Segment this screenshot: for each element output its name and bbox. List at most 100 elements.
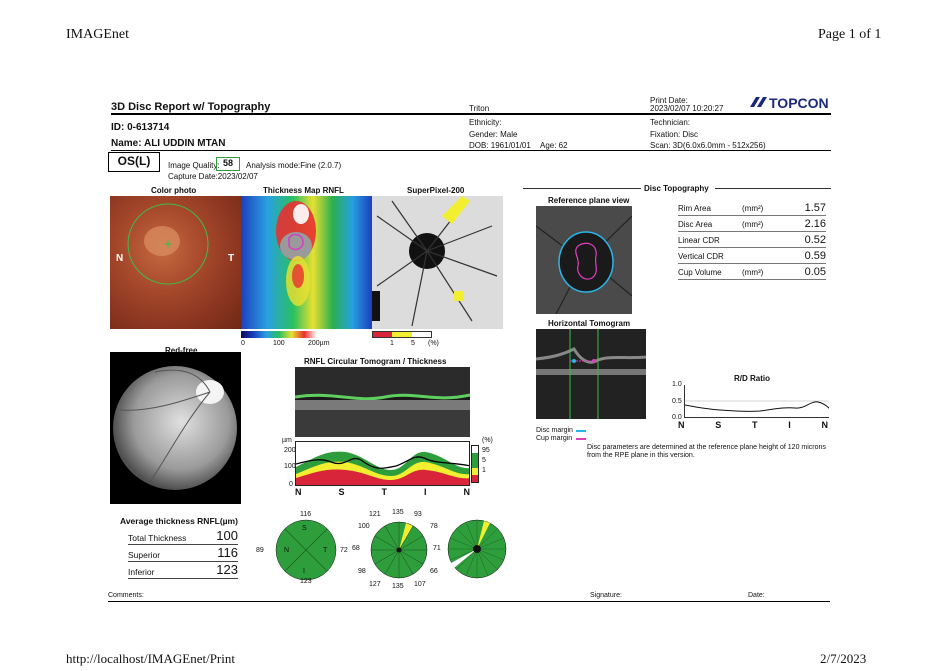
circ-unit: µm xyxy=(282,437,292,444)
thickness-scale-bar xyxy=(241,331,317,338)
clock-chart: 121 135 93 100 78 68 71 98 66 127 135 10… xyxy=(352,508,447,593)
param-unit: (mm³) xyxy=(742,268,764,277)
disc-margin-swatch xyxy=(576,430,586,432)
avg-row-total: Total Thickness 100 xyxy=(128,528,238,545)
circ-p5: 5 xyxy=(482,457,486,464)
disc-margin-label: Disc margin xyxy=(536,427,573,434)
thickness-map xyxy=(241,196,372,329)
capture-date: Capture Date:2023/02/07 xyxy=(168,172,258,181)
disc-params-table: Rim Area (mm²) 1.57 Disc Area (mm²) 2.16… xyxy=(678,202,826,282)
reference-plane-overlay xyxy=(536,206,632,314)
param-label: Linear CDR xyxy=(678,236,720,245)
clock-127: 127 xyxy=(369,581,381,588)
param-value: 2.16 xyxy=(804,218,826,230)
circ-x-3: I xyxy=(423,487,427,497)
clock-107: 107 xyxy=(414,581,426,588)
superpixel-scale-bar xyxy=(372,331,432,338)
image-quality-value: 58 xyxy=(216,157,240,171)
fixation: Fixation: Disc xyxy=(650,130,699,139)
superpixel-overlay xyxy=(372,196,503,329)
print-date-label: Print Date: xyxy=(650,96,688,105)
avg-row-superior: Superior 116 xyxy=(128,545,238,562)
rnfl-thickness-plot xyxy=(296,451,469,485)
superpixel-scale-5: 5 xyxy=(411,340,415,347)
quadrant-chart: 116 S 89 N T 72 I 123 xyxy=(256,511,356,587)
rd-ratio-chart xyxy=(684,385,829,418)
patient-id: ID: 0-613714 xyxy=(111,122,170,133)
circ-x-0: N xyxy=(295,487,302,497)
circ-pct: (%) xyxy=(482,437,493,444)
cup-margin-label: Cup margin xyxy=(536,435,573,442)
horizontal-tomogram-overlay xyxy=(536,329,646,419)
clock-circle xyxy=(370,521,428,579)
eye-badge: OS(L) xyxy=(108,152,160,172)
param-disc-area: Disc Area (mm²) 2.16 xyxy=(678,218,826,232)
avg-row-value: 100 xyxy=(216,528,238,543)
ethnicity: Ethnicity: xyxy=(469,118,502,127)
clock-98: 98 xyxy=(358,568,366,575)
superpixel-scale-unit: (%) xyxy=(428,340,439,347)
clock-135a: 135 xyxy=(392,509,404,516)
quad-n-lbl: N xyxy=(284,547,290,554)
date-label: Date: xyxy=(748,592,765,599)
param-unit: (mm²) xyxy=(742,204,764,213)
report-sheet: 3D Disc Report w/ Topography Triton Prin… xyxy=(98,60,838,635)
dob: DOB: 1961/01/01 xyxy=(469,141,531,150)
gender: Gender: Male xyxy=(469,130,518,139)
quad-t-lbl: T xyxy=(323,547,328,554)
rd-x-1: S xyxy=(715,420,722,430)
rd-ratio-plot xyxy=(685,400,829,412)
param-label: Cup Volume xyxy=(678,268,722,277)
rnfl-circ-bands xyxy=(295,367,470,437)
avg-row-label: Total Thickness xyxy=(128,533,187,543)
param-value: 0.59 xyxy=(804,250,826,262)
image-quality-label: Image Quality: xyxy=(168,161,220,170)
thickness-map-title: Thickness Map RNFL xyxy=(263,186,344,195)
footer-url: http://localhost/IMAGEnet/Print xyxy=(66,651,235,666)
age: Age: 62 xyxy=(540,141,568,150)
avg-thickness-title: Average thickness RNFL(µm) xyxy=(120,516,238,526)
color-photo-overlay xyxy=(127,203,209,285)
reference-plane-title: Reference plane view xyxy=(548,196,630,205)
param-label: Disc Area xyxy=(678,220,713,229)
color-photo-title: Color photo xyxy=(151,186,197,195)
avg-row-value: 123 xyxy=(216,562,238,577)
param-value: 0.52 xyxy=(804,234,826,246)
rd-x-0: N xyxy=(678,420,685,430)
rnfl-circ-title: RNFL Circular Tomogram / Thickness xyxy=(304,357,447,366)
clock-71: 71 xyxy=(433,545,441,552)
rd-x-4: N xyxy=(821,420,828,430)
sector-circle xyxy=(447,519,507,579)
circ-y200: 200 xyxy=(284,447,296,454)
device-name: Triton xyxy=(469,104,490,113)
circ-x-2: T xyxy=(381,487,387,497)
avg-row-inferior: Inferior 123 xyxy=(128,562,238,579)
rd-y1: 1.0 xyxy=(672,381,682,388)
clock-135b: 135 xyxy=(392,583,404,590)
sector-chart xyxy=(446,518,508,580)
circ-x-axis: N S T I N xyxy=(295,487,470,497)
param-rim-area: Rim Area (mm²) 1.57 xyxy=(678,202,826,216)
color-photo: N T xyxy=(110,196,241,329)
clock-66: 66 xyxy=(430,568,438,575)
quadrant-circle xyxy=(275,519,337,581)
thickness-map-overlay xyxy=(276,201,316,306)
horizontal-tomogram-image xyxy=(536,329,646,419)
rd-x-3: I xyxy=(788,420,791,430)
scan-info: Scan: 3D(6.0x6.0mm - 512x256) xyxy=(650,141,766,150)
param-label: Rim Area xyxy=(678,204,711,213)
app-title: IMAGEnet xyxy=(66,27,129,42)
rd-x-2: T xyxy=(751,420,758,430)
quad-i-val: 123 xyxy=(300,578,312,585)
topcon-logo: TOPCON xyxy=(750,95,832,111)
clock-100: 100 xyxy=(358,523,370,530)
rnfl-thickness-chart xyxy=(295,441,470,486)
param-label: Vertical CDR xyxy=(678,252,724,261)
rd-y05: 0.5 xyxy=(672,398,682,405)
clock-93: 93 xyxy=(414,511,422,518)
thickness-scale-200: 200µm xyxy=(308,340,330,347)
param-value: 1.57 xyxy=(804,202,826,214)
superpixel-scale-1: 1 xyxy=(390,340,394,347)
red-free-image xyxy=(110,352,241,504)
circ-x-4: N xyxy=(463,487,470,497)
